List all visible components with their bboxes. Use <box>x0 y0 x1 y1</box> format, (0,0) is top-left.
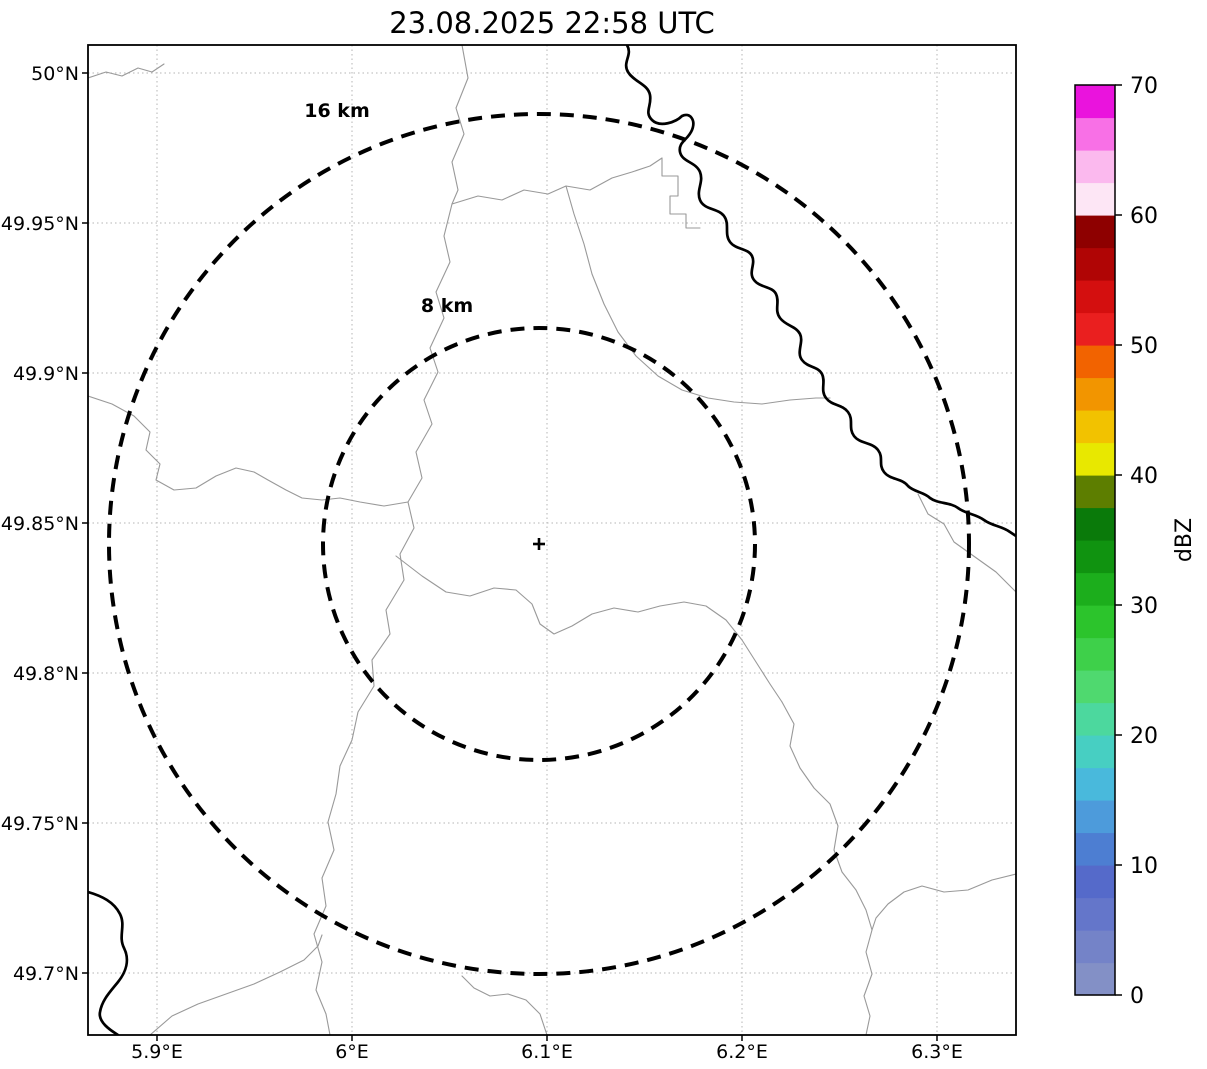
boundary-line <box>871 873 1016 931</box>
colorbar-segment <box>1075 767 1115 801</box>
colorbar-segment <box>1075 735 1115 769</box>
range-ring-8km <box>321 326 757 762</box>
river-line <box>88 890 129 1035</box>
colorbar-segment <box>1075 962 1115 996</box>
colorbar: 0 10 20 30 40 50 60 70 dBZ <box>1074 74 1197 1009</box>
colorbar-segment <box>1075 507 1115 541</box>
colorbar-tick-label: 40 <box>1130 464 1158 489</box>
x-axis-labels: 5.9°E 6°E 6.1°E 6.2°E 6.3°E <box>131 1041 963 1063</box>
colorbar-segment <box>1075 475 1115 509</box>
colorbar-segment <box>1075 215 1115 249</box>
colorbar-segment <box>1075 702 1115 736</box>
grid <box>88 45 1016 1035</box>
colorbar-tick-label: 60 <box>1130 204 1158 229</box>
colorbar-ticks <box>1115 84 1122 996</box>
colorbar-segment <box>1075 410 1115 444</box>
plot-border <box>87 44 1017 1036</box>
colorbar-segment <box>1075 117 1115 151</box>
colorbar-segment <box>1075 312 1115 346</box>
range-ring-label-8km: 8 km <box>421 295 473 317</box>
boundary-line <box>88 63 165 79</box>
colorbar-swatches <box>1075 85 1115 996</box>
boundary-line <box>565 185 831 405</box>
boundary-line <box>661 157 701 229</box>
colorbar-segment <box>1075 572 1115 606</box>
colorbar-segment <box>1075 85 1115 119</box>
boundary-line <box>313 45 469 1035</box>
colorbar-tick-label: 10 <box>1130 854 1158 879</box>
y-tick-label: 49.8°N <box>13 663 79 685</box>
colorbar-segment <box>1075 930 1115 964</box>
colorbar-tick-labels: 0 10 20 30 40 50 60 70 <box>1130 74 1158 1009</box>
range-ring-label-16km: 16 km <box>304 100 370 122</box>
colorbar-segment <box>1075 540 1115 574</box>
x-tick-label: 6.3°E <box>911 1041 963 1063</box>
colorbar-tick-label: 20 <box>1130 724 1158 749</box>
y-tick-label: 49.95°N <box>1 213 79 235</box>
y-tick-label: 49.9°N <box>13 363 79 385</box>
colorbar-segment <box>1075 345 1115 379</box>
axis-ticks <box>82 72 938 1041</box>
colorbar-tick-label: 70 <box>1130 74 1158 99</box>
colorbar-segment <box>1075 897 1115 931</box>
y-tick-label: 50°N <box>31 63 79 85</box>
colorbar-segment <box>1075 377 1115 411</box>
boundary-line <box>149 934 323 1035</box>
colorbar-segment <box>1075 247 1115 281</box>
x-tick-label: 5.9°E <box>131 1041 183 1063</box>
colorbar-axis-label: dBZ <box>1172 518 1197 562</box>
boundary-line <box>88 395 409 507</box>
y-axis-labels: 50°N 49.95°N 49.9°N 49.85°N 49.8°N 49.75… <box>1 63 79 985</box>
y-tick-label: 49.75°N <box>1 813 79 835</box>
radar-site-marker <box>533 538 545 550</box>
colorbar-segment <box>1075 182 1115 216</box>
colorbar-segment <box>1075 605 1115 639</box>
colorbar-segment <box>1075 637 1115 671</box>
colorbar-segment <box>1075 442 1115 476</box>
boundary-line <box>451 157 663 205</box>
figure-title: 23.08.2025 22:58 UTC <box>389 6 715 40</box>
colorbar-tick-label: 30 <box>1130 594 1158 619</box>
range-ring-16km <box>107 112 971 976</box>
colorbar-segment <box>1075 865 1115 899</box>
colorbar-tick-label: 50 <box>1130 334 1158 359</box>
colorbar-segment <box>1075 670 1115 704</box>
colorbar-segment <box>1075 150 1115 184</box>
x-tick-label: 6.1°E <box>521 1041 573 1063</box>
range-rings: 16 km 8 km <box>107 100 971 976</box>
x-tick-label: 6.2°E <box>716 1041 768 1063</box>
boundary-line <box>395 555 783 703</box>
y-tick-label: 49.7°N <box>13 963 79 985</box>
colorbar-tick-label: 0 <box>1130 984 1144 1009</box>
colorbar-outline <box>1074 84 1116 996</box>
colorbar-segment <box>1075 832 1115 866</box>
colorbar-segment <box>1075 800 1115 834</box>
boundary-line <box>781 701 873 1035</box>
y-tick-label: 49.85°N <box>1 513 79 535</box>
colorbar-segment <box>1075 280 1115 314</box>
river-line <box>624 45 1016 538</box>
x-tick-label: 6°E <box>335 1041 369 1063</box>
basemap <box>88 45 1016 1035</box>
boundary-line <box>461 975 548 1035</box>
